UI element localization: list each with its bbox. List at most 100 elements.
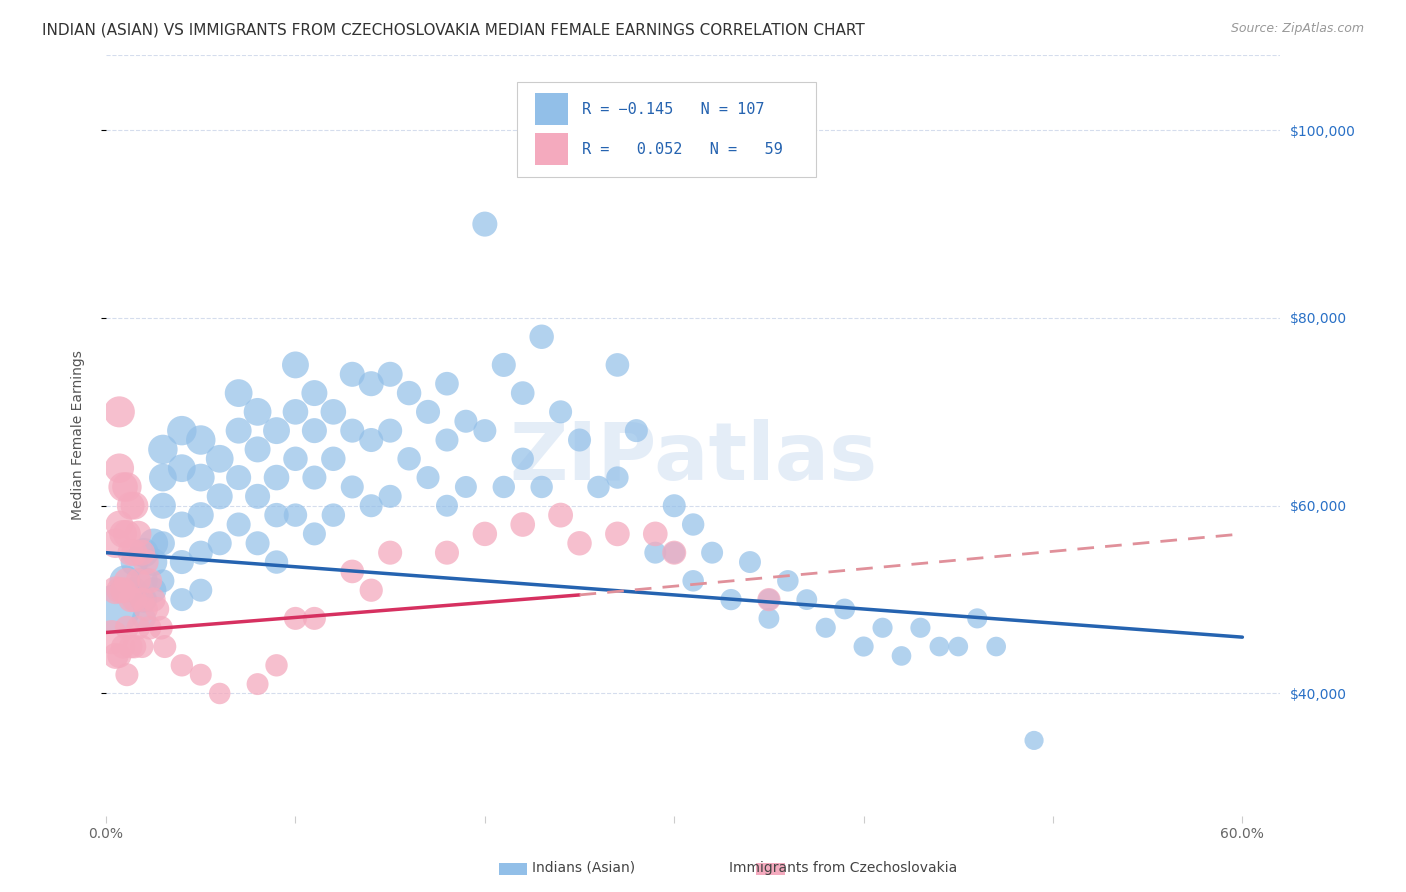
Point	[228, 517, 250, 532]
Point	[928, 640, 950, 654]
Point	[606, 527, 628, 541]
Point	[342, 368, 364, 382]
Point	[190, 433, 212, 447]
Point	[190, 583, 212, 598]
Text: Source: ZipAtlas.com: Source: ZipAtlas.com	[1230, 22, 1364, 36]
Text: INDIAN (ASIAN) VS IMMIGRANTS FROM CZECHOSLOVAKIA MEDIAN FEMALE EARNINGS CORRELAT: INDIAN (ASIAN) VS IMMIGRANTS FROM CZECHO…	[42, 22, 865, 37]
Point	[142, 592, 165, 607]
Point	[127, 574, 149, 588]
Point	[776, 574, 799, 588]
Point	[228, 386, 250, 401]
Text: Indians (Asian): Indians (Asian)	[531, 861, 636, 875]
Point	[115, 480, 138, 494]
Point	[246, 677, 269, 691]
Point	[550, 405, 572, 419]
Point	[852, 640, 875, 654]
Point	[120, 499, 142, 513]
Point	[474, 424, 496, 438]
Text: R = −0.145   N = 107: R = −0.145 N = 107	[582, 102, 763, 117]
Point	[398, 386, 420, 401]
Point	[208, 686, 231, 700]
Point	[664, 499, 686, 513]
Point	[530, 330, 553, 344]
Point	[454, 480, 477, 494]
Point	[131, 592, 153, 607]
Point	[132, 546, 155, 560]
Point	[454, 414, 477, 428]
Point	[966, 611, 988, 625]
Point	[138, 574, 160, 588]
Point	[228, 470, 250, 484]
Point	[124, 592, 146, 607]
Point	[530, 480, 553, 494]
Point	[342, 565, 364, 579]
Point	[948, 640, 970, 654]
Point	[108, 405, 131, 419]
Point	[322, 451, 344, 466]
Point	[152, 499, 174, 513]
Point	[115, 667, 138, 681]
Point	[872, 621, 894, 635]
Point	[108, 461, 131, 475]
Point	[246, 489, 269, 503]
Point	[512, 386, 534, 401]
Point	[360, 376, 382, 391]
Point	[146, 602, 169, 616]
Point	[100, 630, 122, 644]
Bar	[534, 134, 568, 165]
Point	[626, 424, 648, 438]
Point	[142, 555, 165, 569]
Point	[342, 480, 364, 494]
Point	[132, 592, 155, 607]
Point	[512, 517, 534, 532]
Point	[720, 592, 742, 607]
Point	[700, 546, 723, 560]
Point	[228, 424, 250, 438]
Point	[568, 536, 591, 550]
Point	[644, 527, 666, 541]
Point	[360, 433, 382, 447]
Point	[474, 217, 496, 231]
Point	[104, 583, 127, 598]
Point	[304, 527, 326, 541]
Point	[127, 527, 149, 541]
Point	[436, 499, 458, 513]
Point	[131, 546, 153, 560]
Point	[190, 470, 212, 484]
Point	[132, 574, 155, 588]
Point	[266, 424, 288, 438]
Point	[135, 555, 157, 569]
Point	[910, 621, 932, 635]
Point	[738, 555, 761, 569]
Point	[304, 470, 326, 484]
Point	[436, 376, 458, 391]
Point	[124, 640, 146, 654]
Point	[150, 621, 173, 635]
Point	[108, 517, 131, 532]
Point	[112, 640, 135, 654]
Point	[284, 611, 307, 625]
Point	[152, 574, 174, 588]
Point	[834, 602, 856, 616]
Point	[142, 583, 165, 598]
Point	[492, 480, 515, 494]
Point	[758, 611, 780, 625]
Point	[152, 536, 174, 550]
Point	[131, 640, 153, 654]
Point	[138, 621, 160, 635]
Point	[108, 648, 131, 663]
Point	[208, 451, 231, 466]
Point	[170, 461, 193, 475]
Point	[398, 451, 420, 466]
Point	[114, 574, 136, 588]
Point	[124, 555, 146, 569]
Point	[246, 536, 269, 550]
Point	[664, 546, 686, 560]
Point	[120, 592, 142, 607]
Point	[208, 489, 231, 503]
Point	[132, 611, 155, 625]
Y-axis label: Median Female Earnings: Median Female Earnings	[72, 351, 86, 520]
Point	[104, 536, 127, 550]
Point	[124, 499, 146, 513]
FancyBboxPatch shape	[517, 82, 817, 177]
